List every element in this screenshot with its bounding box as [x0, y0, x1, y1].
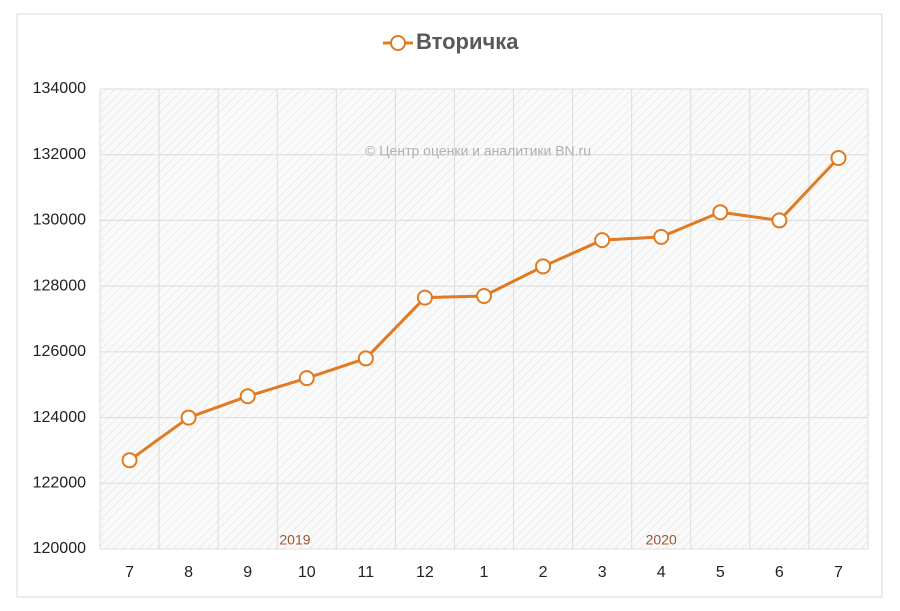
- x-tick-label: 5: [716, 564, 725, 581]
- point: [239, 388, 256, 405]
- x-tick-label: 3: [598, 564, 607, 581]
- y-tick-label: 124000: [33, 409, 86, 426]
- point: [298, 370, 315, 387]
- watermark: © Центр оценки и аналитики BN.ru: [365, 143, 591, 159]
- point: [180, 409, 197, 426]
- point: [594, 232, 611, 249]
- x-tick-label: 4: [657, 564, 666, 581]
- y-tick-label: 132000: [33, 146, 86, 163]
- x-tick-label: 10: [298, 564, 316, 581]
- y-tick-label: 130000: [33, 212, 86, 229]
- point: [357, 350, 374, 367]
- grid: [99, 88, 869, 550]
- point: [712, 204, 729, 221]
- x-tick-label: 8: [184, 564, 193, 581]
- y-tick-label: 120000: [33, 540, 86, 557]
- x-tick-label: 9: [243, 564, 252, 581]
- x-tick-label: 2: [539, 564, 548, 581]
- legend-marker: [390, 35, 406, 51]
- y-tick-label: 126000: [33, 343, 86, 360]
- content: 1200001220001240001260001280001300001320…: [33, 29, 847, 581]
- x-tick-label: 12: [416, 564, 434, 581]
- year-label: 2020: [646, 532, 677, 548]
- legend-label: Вторичка: [416, 29, 519, 54]
- x-tick-label: 6: [775, 564, 784, 581]
- y-tick-label: 128000: [33, 277, 86, 294]
- point: [653, 228, 670, 245]
- year-label: 2019: [279, 532, 310, 548]
- point: [476, 288, 492, 304]
- x-tick-label: 11: [358, 564, 375, 581]
- x-tick-label: 7: [834, 564, 843, 581]
- point: [830, 150, 847, 166]
- y-tick-label: 134000: [33, 80, 86, 97]
- plot-area: [100, 89, 868, 549]
- point: [535, 258, 552, 275]
- x-tick-label: 7: [125, 564, 134, 581]
- y-tick-label: 122000: [33, 475, 86, 492]
- point: [416, 289, 433, 306]
- point: [121, 452, 138, 469]
- x-tick-label: 1: [480, 564, 489, 581]
- point: [771, 212, 788, 229]
